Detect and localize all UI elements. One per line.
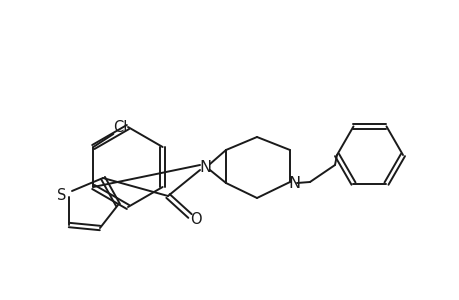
Text: O: O: [190, 212, 202, 227]
Text: S: S: [57, 188, 67, 202]
Text: N: N: [198, 160, 211, 175]
Text: N: N: [287, 176, 299, 191]
Text: Cl: Cl: [113, 121, 128, 136]
